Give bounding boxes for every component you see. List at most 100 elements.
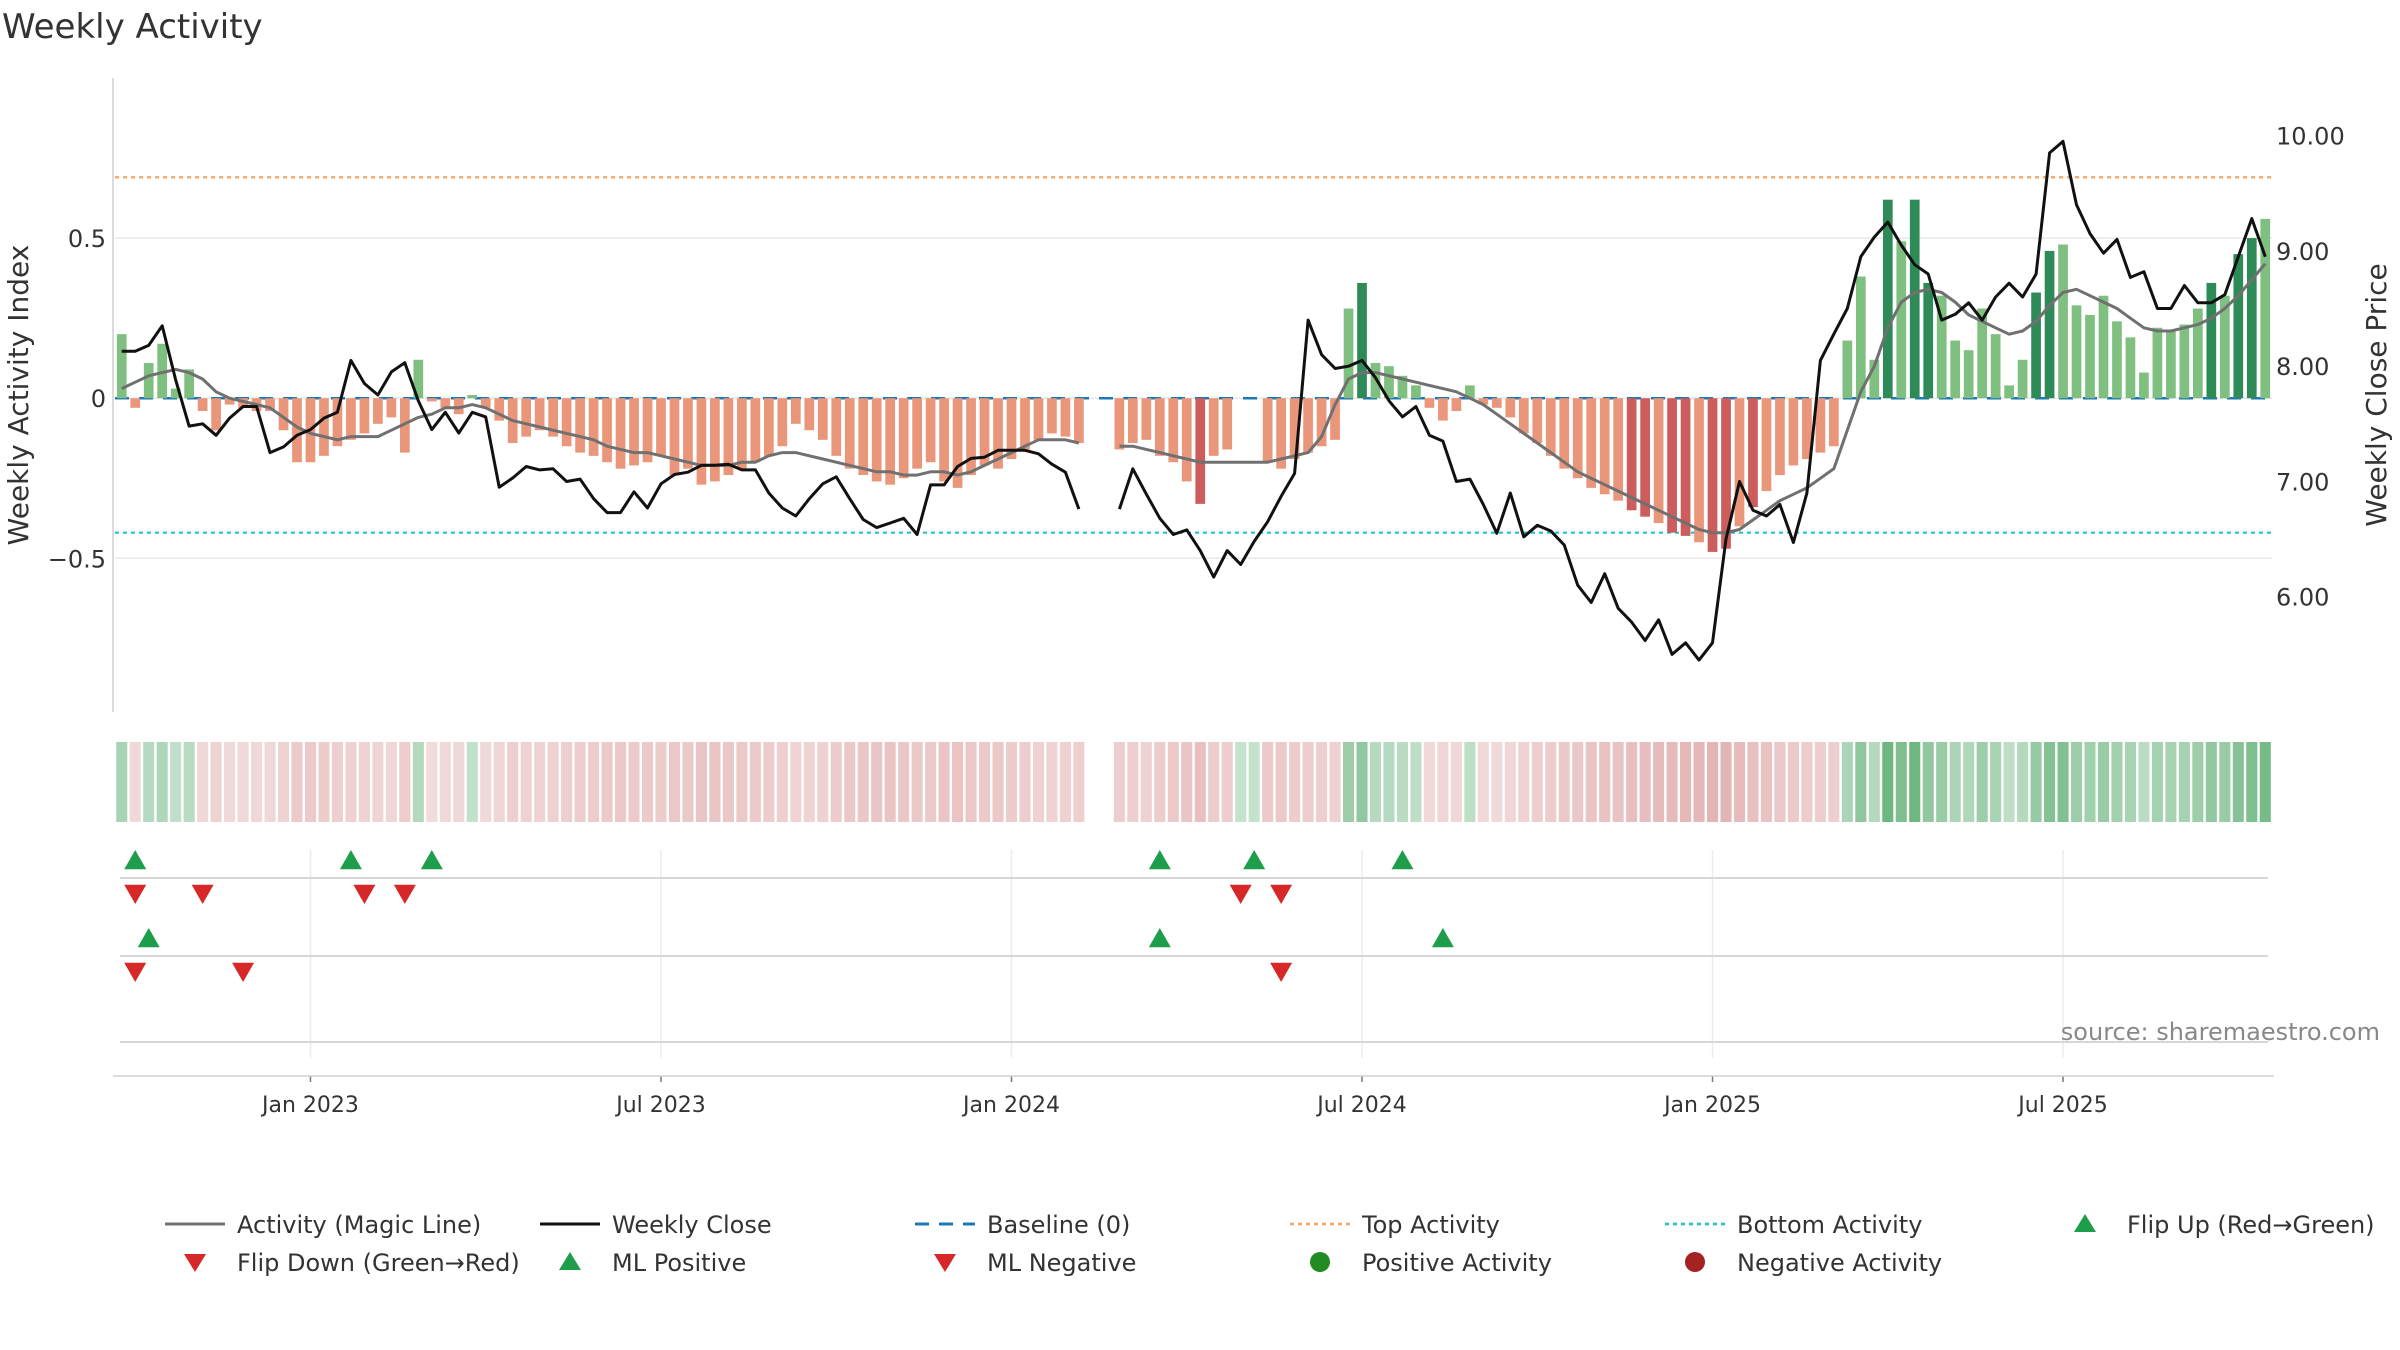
strip-cell	[1518, 742, 1530, 822]
strip-cell	[736, 742, 748, 822]
strip-cell	[2246, 742, 2258, 822]
flip-up-marker	[1391, 850, 1414, 870]
legend-label: Weekly Close	[612, 1211, 772, 1239]
strip-cell	[507, 742, 519, 822]
strip-cell	[952, 742, 964, 822]
activity-bar	[494, 398, 505, 421]
x-axis: Jan 2023 Jul 2023 Jan 2024 Jul 2024 Jan 2025…	[113, 1075, 2274, 1118]
strip-cell	[588, 742, 600, 822]
strip-cell	[682, 742, 694, 822]
strip-cell	[1032, 742, 1045, 822]
activity-bar	[1438, 398, 1448, 421]
strip-cell	[2219, 742, 2231, 822]
legend: Activity (Magic Line) Weekly Close Baselin…	[165, 1211, 2375, 1277]
strip-cell	[1572, 742, 1584, 822]
legend-label: Top Activity	[1361, 1211, 1500, 1239]
activity-bar	[966, 398, 976, 476]
x-tick-label: Jul 2025	[2016, 1093, 2108, 1118]
activity-bar	[319, 398, 329, 456]
activity-bar	[750, 398, 761, 463]
activity-bar	[2044, 250, 2055, 399]
strip-cell	[1760, 742, 1772, 822]
strip-cell	[615, 742, 627, 822]
y2-tick-label: 6.00	[2276, 584, 2329, 612]
weekly-close-line	[1117, 139, 2267, 662]
legend-swatch	[934, 1254, 956, 1272]
activity-bar	[1181, 398, 1192, 482]
strip-cell	[1019, 742, 1031, 822]
strip-cell	[1329, 742, 1341, 822]
activity-bar	[1936, 295, 1947, 399]
activity-bar	[1465, 385, 1475, 399]
activity-bar	[1667, 398, 1677, 533]
activity-bar	[1397, 375, 1408, 399]
strip-cell	[722, 742, 734, 822]
activity-bar	[143, 362, 154, 399]
activity-bar	[1842, 340, 1853, 399]
activity-bar	[413, 359, 424, 399]
activity-bar	[1626, 398, 1637, 511]
strip-cell	[925, 742, 937, 822]
magic-line-layer	[121, 262, 2267, 535]
strip-cell	[1868, 742, 1880, 822]
ml-positive-marker	[1148, 928, 1171, 948]
strip-cell	[547, 742, 559, 822]
legend-item: Flip Down (Green→Red)	[184, 1249, 520, 1277]
ml-negative-marker	[1270, 962, 1293, 982]
strip-cell	[695, 742, 707, 822]
activity-bar	[1963, 350, 1974, 399]
strip-cell	[304, 742, 317, 822]
y-tick-label: 0.5	[68, 225, 106, 253]
strip-cell	[1194, 742, 1206, 822]
strip-cell	[129, 742, 141, 822]
strip-cell	[439, 742, 451, 822]
strip-cell	[1599, 742, 1611, 822]
strip-cell	[709, 742, 721, 822]
strip-cell	[790, 742, 802, 822]
strip-cell	[1248, 742, 1260, 822]
activity-bar	[1788, 398, 1799, 466]
activity-bar	[1303, 398, 1313, 453]
strip-cell	[116, 742, 128, 822]
activity-bar	[2152, 327, 2163, 399]
activity-bar	[2031, 292, 2041, 399]
activity-bar	[2192, 308, 2203, 399]
strip-cell	[1828, 742, 1840, 822]
activity-bar	[1033, 398, 1044, 440]
strip-cell	[776, 742, 788, 822]
strip-cell	[2178, 742, 2190, 822]
strip-cell	[1113, 742, 1125, 822]
y2-tick-label: 8.00	[2276, 353, 2329, 381]
activity-bar	[1748, 398, 1758, 508]
strip-cell	[561, 742, 573, 822]
activity-bar	[1411, 385, 1421, 399]
activity-bar	[197, 398, 208, 412]
strip-cell	[1289, 742, 1301, 822]
activity-bar	[1640, 398, 1650, 517]
activity-bar	[669, 398, 680, 476]
activity-bar	[453, 398, 464, 415]
strip-cell	[1653, 742, 1665, 822]
strip-cell	[884, 742, 896, 822]
activity-bar	[683, 398, 693, 469]
strip-cell	[1396, 742, 1408, 822]
strip-cell	[399, 742, 411, 822]
activity-bar	[1518, 398, 1529, 434]
activity-bar	[1990, 334, 2001, 399]
activity-bar	[1222, 398, 1233, 450]
activity-bar	[1532, 398, 1543, 444]
strip-cell	[1316, 742, 1328, 822]
activity-bar	[1491, 398, 1502, 408]
activity-bar	[1923, 282, 1934, 399]
activity-bar	[737, 398, 747, 469]
strip-cell	[1626, 742, 1638, 822]
activity-bar	[2206, 282, 2217, 399]
legend-label: Flip Up (Red→Green)	[2127, 1211, 2375, 1239]
activity-bar	[1262, 398, 1273, 463]
strip-cell	[224, 742, 236, 822]
strip-cell	[1140, 742, 1152, 822]
strip-cell	[1423, 742, 1435, 822]
strip-cell	[1720, 742, 1732, 822]
ml-positive-marker	[137, 928, 160, 948]
strip-cell	[2124, 742, 2136, 822]
